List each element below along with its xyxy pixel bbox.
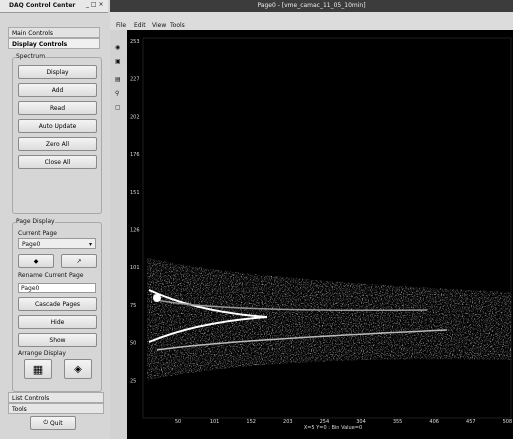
- menu-item[interactable]: Tools: [170, 22, 185, 29]
- button-label: Zero All: [46, 141, 69, 148]
- button-label: Quit: [50, 420, 63, 427]
- tool-icon[interactable]: ◉: [115, 44, 120, 51]
- x-axis-label: 355: [393, 419, 403, 425]
- window-title: Page0 - [vme_camac_11_05_10min]: [110, 2, 513, 9]
- spectrum-group: [12, 57, 102, 214]
- spectrum-button[interactable]: Display: [18, 65, 97, 79]
- menu-item[interactable]: Edit: [134, 22, 146, 29]
- window-titlebar: Page0 - [vme_camac_11_05_10min]: [110, 0, 513, 12]
- rename-input[interactable]: Page0: [18, 283, 96, 293]
- button-label: Display: [46, 69, 68, 76]
- status-text: X=5 Y=0 : Bin Value=0: [304, 425, 362, 431]
- tool-icon[interactable]: ⚲: [115, 90, 119, 97]
- y-axis-label: 176: [130, 152, 140, 158]
- screen: DAQ Control Center _ □ × Main Controls D…: [0, 0, 513, 439]
- panel-title: DAQ Control Center: [9, 2, 75, 9]
- button-label: Show: [49, 337, 65, 344]
- menu-item[interactable]: View: [152, 22, 166, 29]
- label: Arrange Display: [18, 350, 66, 357]
- spectrum-button[interactable]: Close All: [18, 155, 97, 169]
- y-axis-label: 151: [130, 190, 140, 196]
- y-axis-label: 50: [130, 341, 136, 347]
- quit-button[interactable]: ⏻ Quit: [30, 416, 76, 430]
- x-axis-label: 203: [283, 419, 293, 425]
- tab[interactable]: List Controls: [8, 392, 104, 403]
- button-label: Add: [52, 87, 64, 94]
- button-label: Cascade Pages: [35, 301, 80, 308]
- menubar: File Edit View Tools: [110, 12, 513, 30]
- x-axis-label: 457: [466, 419, 476, 425]
- button-label: Hide: [51, 319, 65, 326]
- y-axis-label: 25: [130, 378, 136, 384]
- tile-button[interactable]: ▦: [24, 359, 52, 379]
- button-label: Auto Update: [39, 123, 77, 130]
- y-axis-label: 253: [130, 39, 140, 45]
- tool-icon[interactable]: ▢: [115, 104, 121, 111]
- select-value: Page0: [22, 241, 40, 248]
- x-axis-label: 101: [210, 419, 220, 425]
- page-button[interactable]: Hide: [18, 315, 97, 329]
- tab[interactable]: Tools: [8, 403, 104, 414]
- group-title: Page Display: [16, 218, 55, 225]
- x-axis-label: 152: [246, 419, 256, 425]
- y-axis-label: 101: [130, 265, 140, 271]
- page-button[interactable]: Cascade Pages: [18, 297, 97, 311]
- button-label: Read: [50, 105, 65, 112]
- label: Rename Current Page: [18, 272, 83, 279]
- x-axis-label: 406: [429, 419, 439, 425]
- y-axis-label: 126: [130, 228, 140, 234]
- cascade-button[interactable]: ◈: [64, 359, 92, 379]
- page-button[interactable]: Show: [18, 333, 97, 347]
- spectrum-button[interactable]: Zero All: [18, 137, 97, 151]
- group-title: Spectrum: [16, 53, 45, 60]
- tab[interactable]: Display Controls: [8, 38, 100, 49]
- window-buttons[interactable]: _ □ ×: [86, 1, 104, 8]
- x-axis-label: 508: [503, 419, 513, 425]
- spectrum-button[interactable]: Read: [18, 101, 97, 115]
- spectrum-button[interactable]: Auto Update: [18, 119, 97, 133]
- spectrum-button[interactable]: Add: [18, 83, 97, 97]
- prev-button[interactable]: ◆: [18, 254, 54, 268]
- next-button[interactable]: ↗: [61, 254, 97, 268]
- menu-item[interactable]: File: [116, 22, 126, 29]
- toolbar: ◉ ▣ ▤ ⚲ ▢: [110, 30, 127, 439]
- x-axis-label: 50: [175, 419, 181, 425]
- tab[interactable]: Main Controls: [8, 27, 100, 38]
- y-axis-label: 227: [130, 77, 140, 83]
- y-axis-label: 202: [130, 114, 140, 120]
- tool-icon[interactable]: ▣: [115, 58, 121, 65]
- page-select[interactable]: Page0▾: [18, 238, 96, 249]
- label: Current Page: [18, 230, 57, 237]
- y-axis-label: 75: [130, 303, 136, 309]
- tool-icon[interactable]: ▤: [115, 76, 121, 83]
- panel-titlebar: DAQ Control Center _ □ ×: [0, 0, 108, 13]
- button-label: Close All: [45, 159, 71, 166]
